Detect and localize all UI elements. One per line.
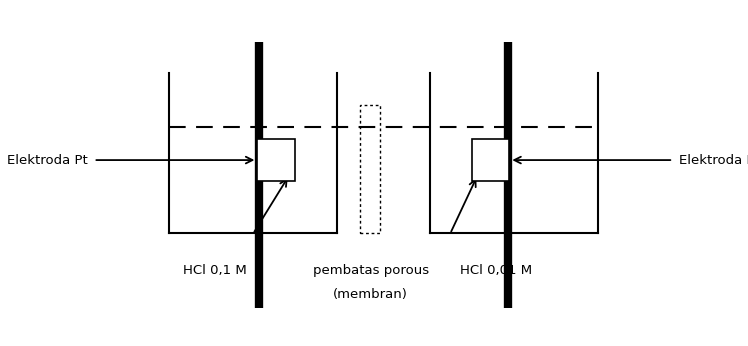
Bar <box>257 139 295 181</box>
Bar <box>361 106 381 233</box>
Text: Elektroda Pt: Elektroda Pt <box>7 154 88 166</box>
Text: Elektroda Pt: Elektroda Pt <box>679 154 748 166</box>
Text: (membran): (membran) <box>333 288 408 301</box>
Text: HCl 0,1 M: HCl 0,1 M <box>183 264 247 277</box>
Text: pembatas porous: pembatas porous <box>313 264 429 277</box>
Bar <box>472 139 509 181</box>
Text: HCl 0,01 M: HCl 0,01 M <box>460 264 533 277</box>
